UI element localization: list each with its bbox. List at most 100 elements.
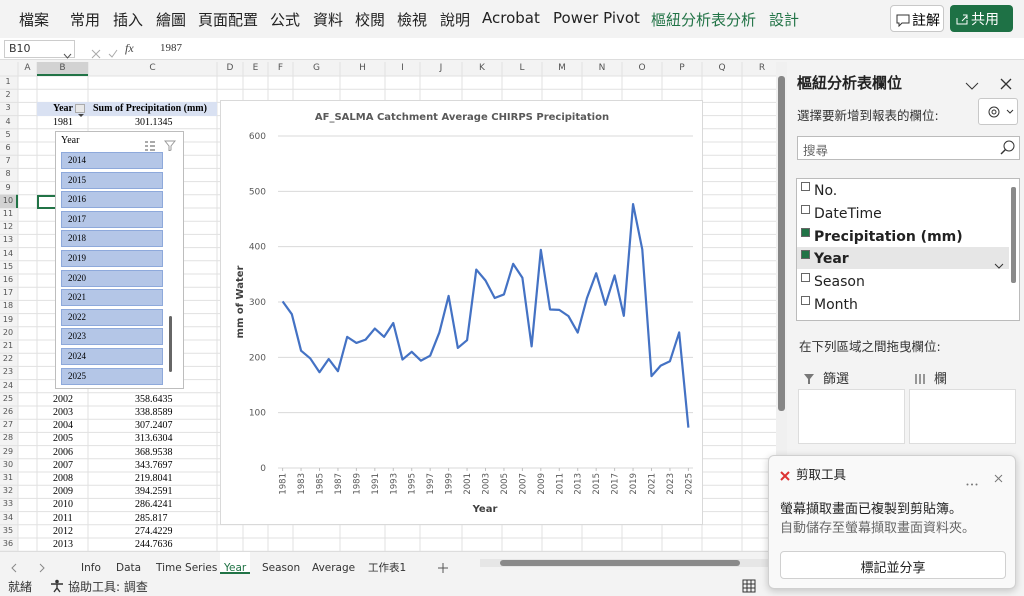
column-header: N <box>598 63 606 73</box>
share-button[interactable]: 共用 <box>950 5 1013 32</box>
sheet-tabs: Info Data Time Series Year Season Average 工作表1 <box>0 551 776 574</box>
name-box[interactable]: B10 <box>4 40 75 59</box>
slicer-item[interactable]: 2016 <box>61 191 163 209</box>
slicer-item-label: 2024 <box>68 351 86 361</box>
snip-toast: 剪取工具 螢幕擷取畫面已複製到剪貼簿。 自動儲存至螢幕擷取畫面資料夾。 標記並分享 <box>768 455 1016 589</box>
field-checkbox[interactable] <box>801 273 810 283</box>
tab-prev-glyph <box>11 563 17 573</box>
data-line <box>281 202 690 428</box>
name-box-text: B10 <box>9 42 31 55</box>
horizontal-scroll-thumb[interactable] <box>500 560 740 566</box>
comment-button[interactable]: 註解 <box>890 5 944 32</box>
row-header: 17 <box>2 288 14 298</box>
ribbon-tab[interactable]: 頁面配置 <box>198 11 259 29</box>
slicer-item-label: 2014 <box>68 155 86 165</box>
field-checkbox[interactable] <box>801 296 810 305</box>
field-checkbox[interactable] <box>801 250 810 260</box>
area-drop-zone[interactable] <box>798 389 905 444</box>
sheet-tab[interactable]: Season <box>258 552 304 574</box>
slicer-item[interactable]: 2020 <box>61 269 163 287</box>
x-tick-label: 2021 <box>648 473 658 495</box>
pivot-row-label: 1981 <box>53 116 73 128</box>
ribbon-tab[interactable]: 檔案 <box>19 11 50 29</box>
row-header: 31 <box>2 473 14 482</box>
slicer-multiselect <box>144 136 156 151</box>
field-item[interactable]: Season <box>797 270 1009 292</box>
column-header: E <box>252 63 259 73</box>
x-tick-label: 1989 <box>352 473 362 495</box>
vertical-scroll-thumb[interactable] <box>778 76 785 411</box>
sheet-tab[interactable]: Info <box>77 552 105 574</box>
ribbon-tab[interactable]: 常用 <box>70 11 101 29</box>
field-item[interactable]: No. <box>797 179 1009 201</box>
sheet-tab[interactable]: Data <box>112 552 145 574</box>
ribbon-tab[interactable]: 樞紐分析表分析 <box>651 11 757 29</box>
row-header: 3 <box>5 103 11 113</box>
pivot-value: 343.7697 <box>135 459 173 471</box>
field-checkbox[interactable] <box>801 204 810 214</box>
ribbon-tab[interactable]: 資料 <box>313 11 344 29</box>
pane-close-glyph <box>1000 78 1012 90</box>
ribbon-tab[interactable]: Acrobat <box>482 9 540 27</box>
slicer: Year 2014 2015 2016 2017 2018 2019 2020 2021 2022… <box>55 131 184 389</box>
slicer-item[interactable]: 2014 <box>61 152 163 169</box>
ribbon-tab[interactable]: Power Pivot <box>553 9 640 27</box>
area-label: 欄 <box>934 372 948 387</box>
active-row-header <box>0 194 18 208</box>
slicer-item[interactable]: 2015 <box>61 171 163 189</box>
x-tick-label: 1987 <box>334 473 344 495</box>
toast-detail: 自動儲存至螢幕擷取畫面資料夾。 <box>780 521 976 536</box>
row-header: 15 <box>2 261 14 271</box>
pivot-header: Year <box>53 103 73 115</box>
slicer-item[interactable]: 2019 <box>61 250 163 267</box>
sheet-tab[interactable]: Average <box>308 552 359 574</box>
ribbon-tab[interactable]: 公式 <box>270 11 301 29</box>
ribbon-tab[interactable]: 插入 <box>113 11 144 29</box>
x-tick-label: 2023 <box>666 473 676 495</box>
row-header: 18 <box>2 301 14 311</box>
sheet-tab[interactable]: Year <box>220 552 251 574</box>
field-checkbox[interactable] <box>801 227 810 237</box>
field-checkbox[interactable] <box>801 182 810 191</box>
pivot-value: 219.8041 <box>135 473 173 484</box>
cancel-icon-glyph <box>91 49 101 59</box>
slicer-clear-filter-glyph <box>163 140 177 152</box>
ribbon-tab[interactable]: 檢視 <box>397 11 428 29</box>
slicer-item[interactable]: 2022 <box>61 308 163 326</box>
area-drop-zone[interactable] <box>909 389 1016 444</box>
share-label: 共用 <box>971 12 999 28</box>
field-item[interactable]: Month <box>797 293 1009 315</box>
row-header: 22 <box>2 354 14 364</box>
field-item[interactable]: Precipitation (mm) <box>797 225 1009 247</box>
ribbon-tab[interactable]: 說明 <box>440 11 471 29</box>
field-item[interactable]: Year <box>797 247 1009 270</box>
slicer-item[interactable]: 2025 <box>61 367 163 385</box>
toast-button[interactable]: 標記並分享 <box>780 551 1006 579</box>
slicer-item-label: 2025 <box>68 370 86 381</box>
x-tick-label: 1997 <box>426 473 436 495</box>
column-header: B <box>59 63 66 73</box>
pivot-row-label: 2002 <box>53 393 73 405</box>
status-accessibility[interactable]: 協助工具: 調查 <box>68 580 148 594</box>
slicer-item[interactable]: 2023 <box>61 328 163 346</box>
ribbon-tab[interactable]: 繪圖 <box>156 11 187 29</box>
field-name: Year <box>814 251 849 268</box>
row-header: 29 <box>2 446 14 456</box>
slicer-item[interactable]: 2017 <box>61 210 163 228</box>
comment-label: 註解 <box>912 13 940 29</box>
sheet-tab-label: Time Series <box>156 562 218 574</box>
ribbon-tab[interactable]: 校閱 <box>355 11 386 29</box>
x-tick-label: 2025 <box>684 473 694 495</box>
slicer-item[interactable]: 2018 <box>61 230 163 248</box>
ribbon-tab[interactable]: 設計 <box>769 11 800 29</box>
search-box[interactable]: 搜尋 <box>797 136 1020 160</box>
slicer-scrollbar <box>169 316 172 372</box>
snip-icon <box>779 467 791 481</box>
field-item[interactable]: DateTime <box>797 202 1009 224</box>
tools-button-glyph <box>988 106 1014 118</box>
column-header: D <box>226 63 234 73</box>
sheet-tab[interactable]: Time Series <box>152 552 221 574</box>
sheet-tab[interactable]: 工作表1 <box>364 552 410 574</box>
slicer-item[interactable]: 2024 <box>61 348 163 365</box>
slicer-item[interactable]: 2021 <box>61 289 163 307</box>
